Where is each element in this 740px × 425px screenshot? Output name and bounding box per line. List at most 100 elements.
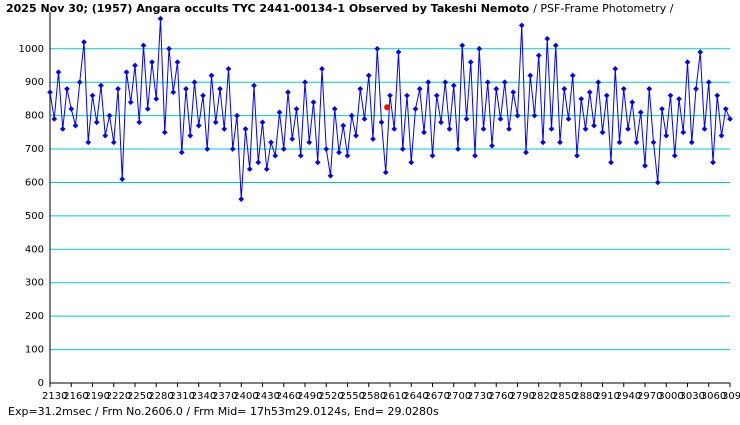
data-point [204,146,211,152]
data-point [178,149,185,156]
data-point [217,86,223,92]
data-point [646,86,653,92]
x-tick-label: 2670 [425,391,450,402]
data-point [144,106,151,112]
data-point [531,112,538,119]
data-point [616,139,623,146]
x-tick-label: 2550 [340,391,365,402]
data-point [161,129,168,136]
data-point [399,146,406,152]
data-point [221,126,228,132]
data-point [552,42,559,49]
data-point [387,92,393,99]
data-point [680,129,687,136]
x-tick-label: 2700 [446,391,471,402]
data-point [81,39,87,45]
data-point [170,89,177,96]
data-point [404,92,410,99]
data-point [540,139,546,146]
data-point [620,86,627,92]
data-point [501,79,508,86]
data-point [110,139,117,146]
x-tick-label: 2400 [233,391,258,402]
data-point [459,42,466,49]
data-point [319,65,325,72]
data-point [136,119,143,126]
data-point [489,142,495,149]
data-point [212,119,219,126]
x-tick-label: 2580 [361,391,386,402]
data-point [344,152,351,159]
data-point [565,116,572,122]
data-point [642,162,648,169]
data-point [72,122,79,129]
x-tick-label: 3060 [701,391,726,402]
y-tick-label: 600 [25,177,44,188]
data-point [68,106,75,112]
data-point [476,45,483,52]
y-tick-label: 800 [25,111,44,122]
data-point [98,82,104,89]
x-tick-label: 3000 [658,391,683,402]
data-point [412,106,419,112]
x-tick-label: 2850 [552,391,577,402]
x-tick-label: 2970 [637,391,662,402]
data-point [115,86,121,92]
x-tick-label: 2880 [573,391,598,402]
data-point [659,106,665,112]
x-tick-label: 3030 [680,391,705,402]
data-point [272,152,279,159]
data-point [64,86,70,92]
y-tick-label: 100 [25,345,44,356]
data-point [705,79,712,86]
data-point [382,169,389,176]
data-point [676,96,682,102]
data-point [595,79,602,86]
data-point [251,82,257,89]
data-point [446,126,453,132]
data-point [722,106,729,112]
x-tick-label: 2280 [148,391,173,402]
data-point [395,49,402,55]
data-point [569,72,576,79]
x-tick-label: 2190 [85,391,110,402]
data-point [234,112,240,119]
data-point [302,79,308,86]
data-point [425,79,432,86]
data-point [663,132,670,139]
data-point [365,72,372,79]
chart-subtitle: / PSF-Frame Photometry / [533,2,674,15]
data-point [268,139,274,146]
data-point [119,176,126,182]
y-tick-label: 1000 [19,44,44,55]
x-tick-label: 2490 [297,391,322,402]
data-point [314,159,321,166]
data-point [416,86,423,92]
x-tick-label: 2130 [42,391,67,402]
data-point [667,92,674,99]
data-point [472,152,478,159]
x-tick-label: 2610 [382,391,407,402]
data-point [183,86,189,92]
data-point [455,146,461,152]
data-point [625,126,631,132]
data-point [612,65,619,72]
x-tick-label: 2790 [510,391,535,402]
data-point [629,99,636,106]
data-point [76,79,83,86]
data-point [357,86,364,92]
data-point [361,116,368,122]
x-tick-label: 2910 [595,391,620,402]
data-point [348,112,355,119]
y-tick-label: 500 [25,211,44,222]
x-tick-label: 2310 [170,391,195,402]
y-tick-label: 700 [25,144,44,155]
x-tick-label: 2370 [212,391,237,402]
data-point [153,96,160,102]
data-point [433,92,440,99]
data-point [208,72,215,79]
x-tick-label: 2640 [403,391,428,402]
data-point [650,139,657,146]
data-point [246,166,253,172]
